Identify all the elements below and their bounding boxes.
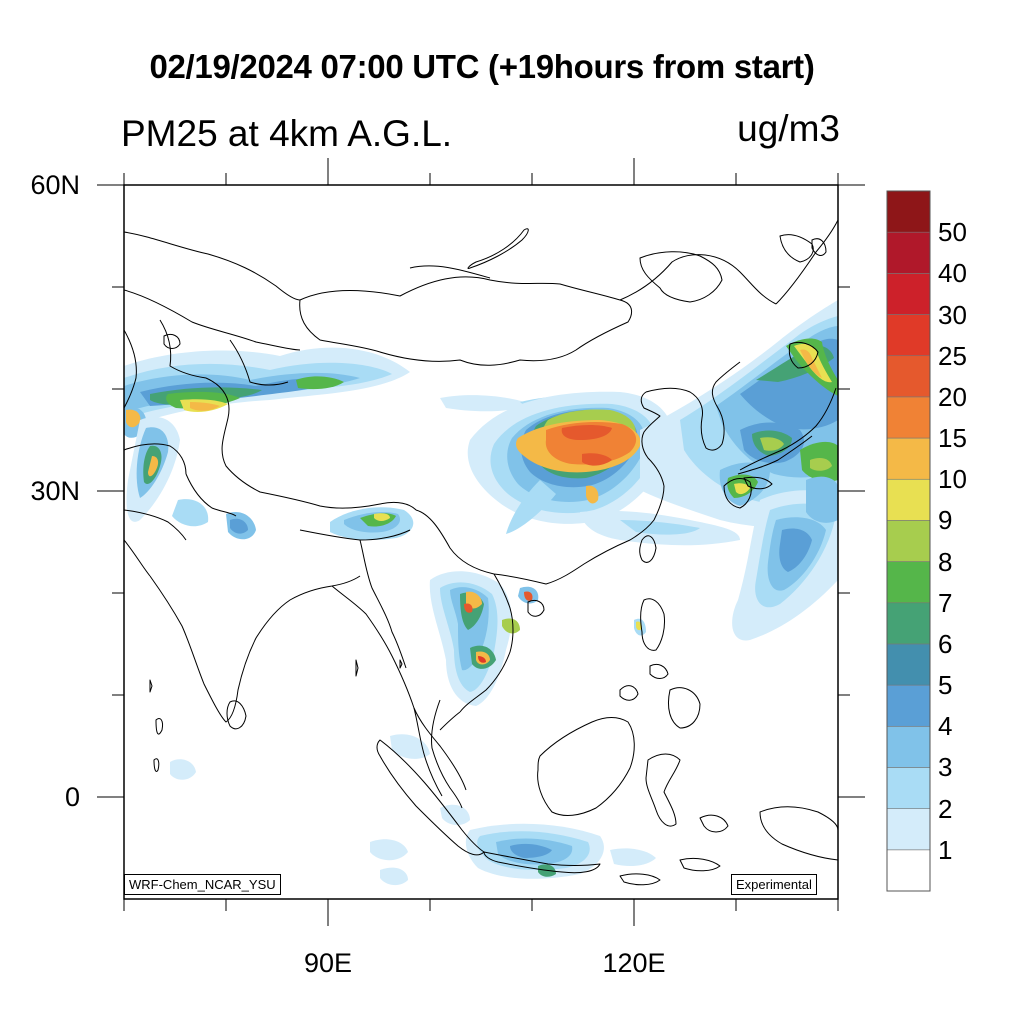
map-frame: [97, 158, 865, 926]
colorbar-swatch: [886, 561, 931, 604]
colorbar-swatch: [886, 190, 931, 233]
colorbar: [886, 190, 931, 892]
colorbar-swatch: [886, 767, 931, 809]
legend-label: 15: [938, 423, 967, 454]
colorbar-swatch: [886, 849, 931, 892]
legend-label: 30: [938, 299, 967, 330]
plot-title: 02/19/2024 07:00 UTC (+19hours from star…: [149, 48, 815, 85]
legend-label: 4: [938, 711, 953, 742]
lat-label-equator: 0: [64, 782, 80, 812]
colorbar-swatch: [886, 520, 931, 562]
japan-kyushu: [723, 478, 752, 509]
model-tag: WRF-Chem_NCAR_YSU: [124, 874, 281, 895]
legend-label: 8: [938, 546, 953, 577]
java: [483, 851, 601, 874]
sulawesi: [645, 753, 681, 827]
plume-north-china: [467, 391, 673, 534]
legend-label: 1: [938, 834, 953, 865]
japan-hokkaido: [788, 341, 819, 369]
lat-label-60n: 60N: [30, 170, 80, 200]
lon-label-120e: 120E: [602, 948, 666, 978]
legend-label: 25: [938, 340, 967, 371]
legend-label: 40: [938, 258, 967, 289]
legend-label: 5: [938, 670, 953, 701]
lake-baikal: [467, 228, 529, 269]
plume-korea-japan: [640, 300, 838, 528]
new-guinea: [759, 806, 838, 861]
colorbar-swatch: [886, 231, 931, 274]
concentration-field: [124, 300, 838, 886]
colorbar-swatch: [886, 643, 931, 686]
sumatra: [376, 739, 485, 856]
sri-lanka: [226, 700, 247, 730]
colorbar-swatch: [886, 355, 931, 398]
mindanao: [667, 687, 701, 729]
china-south-coast: [415, 485, 665, 585]
units-subtitle: ug/m3: [737, 108, 840, 149]
colorbar-swatch: [886, 808, 931, 851]
borneo: [537, 717, 635, 816]
plume-himalaya: [330, 507, 414, 540]
india-coast: [149, 575, 361, 723]
legend-label: 50: [938, 217, 967, 248]
japan-honshu: [739, 387, 837, 471]
legend-label: 20: [938, 381, 967, 412]
japan-shikoku: [743, 476, 773, 490]
malay-peninsula: [431, 699, 463, 809]
colorbar-swatch: [886, 437, 931, 480]
plume-pakistan: [126, 416, 256, 540]
colorbar-swatch: [886, 725, 931, 768]
legend-label: 7: [938, 587, 953, 618]
colorbar-swatch: [886, 602, 931, 645]
colorbar-swatch: [886, 314, 931, 357]
plume-pacific: [732, 476, 838, 641]
plume-maritime: [170, 618, 656, 886]
legend-label: 2: [938, 793, 953, 824]
colorbar-swatch: [886, 396, 931, 439]
legend-label: 9: [938, 505, 953, 536]
plume-indochina: [429, 571, 539, 706]
colorbar-swatch: [886, 684, 931, 727]
plume-taiwan: [580, 510, 740, 546]
indochina-coast: [459, 573, 514, 713]
colorbar-swatch: [886, 478, 931, 521]
lat-label-30n: 30N: [30, 476, 80, 506]
variable-subtitle: PM25 at 4km A.G.L.: [121, 113, 453, 154]
hainan: [527, 599, 545, 617]
border-mongolia: [299, 276, 632, 366]
legend-label: 6: [938, 628, 953, 659]
status-tag: Experimental: [731, 874, 817, 895]
lon-label-90e: 90E: [303, 948, 353, 978]
china-east-coast: [640, 391, 665, 487]
coastlines-borders: [124, 219, 838, 886]
colorbar-frame: [886, 190, 931, 892]
legend-label: 10: [938, 464, 967, 495]
taiwan: [639, 535, 657, 563]
colorbar-swatch: [886, 273, 931, 315]
luzon: [640, 598, 665, 651]
legend-label: 3: [938, 752, 953, 783]
